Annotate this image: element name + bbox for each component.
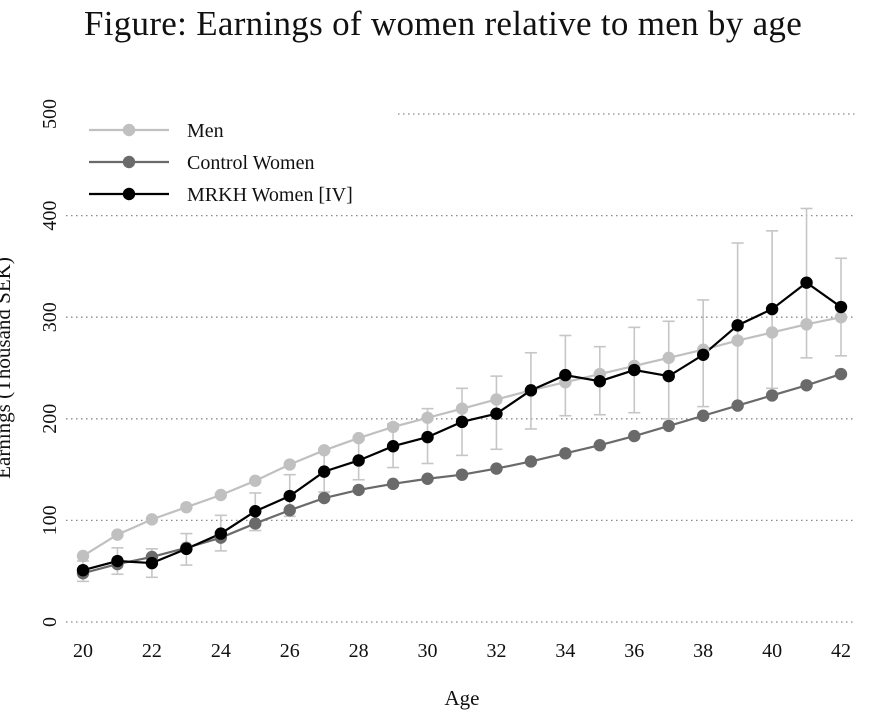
error-bars [77,207,847,583]
point-mrkh-women-iv [76,563,90,577]
point-control-women [628,429,641,443]
legend-label-mrkh-women-iv: MRKH Women [IV] [187,184,353,206]
point-control-women [283,504,296,517]
point-mrkh-women-iv [731,319,744,332]
point-mrkh-women-iv [662,369,675,383]
point-men [834,311,848,324]
x-tick-label: 26 [280,640,300,662]
data-points [76,276,848,580]
x-tick-label: 40 [762,640,782,662]
x-tick-label: 42 [831,640,851,662]
point-men [455,402,469,415]
point-men [490,393,503,406]
point-control-women [386,477,400,491]
gridlines [66,113,855,623]
point-control-women [800,379,813,392]
point-men [249,474,262,487]
point-mrkh-women-iv [283,489,296,503]
point-control-women [662,419,675,433]
y-axis-title: Earnings (Thousand SEK) [0,257,15,479]
y-tick-label: 100 [39,505,61,535]
point-control-women [731,399,744,412]
point-men [765,326,779,339]
x-tick-label: 36 [624,640,644,662]
point-mrkh-women-iv [317,465,331,478]
point-mrkh-women-iv [559,368,572,382]
point-mrkh-women-iv [765,302,779,316]
point-men [662,351,675,365]
chart-title: Figure: Earnings of women relative to me… [83,4,803,43]
point-control-women [421,472,434,485]
legend: Men Control Women MRKH Women [IV] [89,120,353,206]
point-mrkh-women-iv [524,384,538,397]
point-men [145,513,159,526]
y-tick-label: 200 [39,404,61,434]
point-mrkh-women-iv [490,407,503,420]
x-tick-label: 28 [349,640,369,662]
point-mrkh-women-iv [455,415,469,429]
point-men [76,549,90,563]
point-men [800,318,813,331]
legend-label-men: Men [187,120,224,142]
point-men [180,500,193,514]
point-control-women [765,389,779,402]
point-mrkh-women-iv [111,554,124,568]
point-control-women [317,491,331,505]
y-tick-label: 300 [39,302,61,332]
point-mrkh-women-iv [145,556,159,570]
point-mrkh-women-iv [834,300,848,314]
x-tick-label: 24 [211,640,231,662]
point-control-women [593,439,607,452]
x-tick-label: 30 [418,640,438,662]
point-control-women [696,409,710,422]
legend-marker-mrkh-women-iv [122,187,136,201]
x-tick-label: 32 [486,640,506,662]
point-men [283,458,296,471]
point-men [214,488,228,502]
point-control-women [455,468,469,481]
point-mrkh-women-iv [180,542,193,556]
legend-marker-control-women [122,155,136,169]
x-tick-label: 20 [73,640,93,662]
point-mrkh-women-iv [421,430,434,444]
point-control-women [559,447,572,460]
x-tick-label: 38 [693,640,713,662]
point-mrkh-women-iv [628,363,641,377]
point-mrkh-women-iv [593,375,607,388]
point-control-women [249,517,262,530]
point-mrkh-women-iv [214,527,228,540]
point-men [111,528,124,541]
point-men [317,444,331,457]
point-men [421,411,434,424]
point-control-women [524,455,538,468]
point-control-women [490,462,503,475]
point-men [352,431,365,445]
point-mrkh-women-iv [696,348,710,361]
x-tick-label: 34 [555,640,575,662]
point-mrkh-women-iv [249,505,262,518]
legend-label-control-women: Control Women [187,152,314,174]
x-tick-label: 22 [142,640,162,662]
x-axis-ticks: 20 22 24 26 28 30 32 34 36 38 40 42 [73,640,851,662]
point-men [731,334,744,347]
x-axis-title: Age [445,686,480,710]
y-tick-label: 400 [39,201,61,231]
point-mrkh-women-iv [352,454,365,467]
y-axis-ticks: 0 100 200 300 400 500 [39,99,61,627]
point-mrkh-women-iv [800,276,813,289]
y-tick-label: 0 [39,617,61,627]
point-men [386,420,400,434]
point-mrkh-women-iv [386,440,400,453]
point-control-women [834,367,848,381]
legend-marker-men [122,123,136,137]
point-control-women [352,483,365,497]
y-tick-label: 500 [39,99,61,129]
